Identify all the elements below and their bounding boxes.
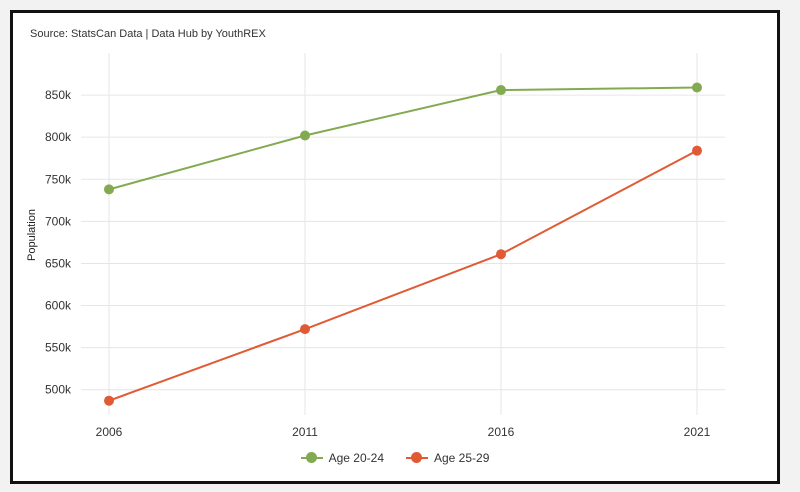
series-line [108,86,698,191]
data-point [692,82,702,93]
legend: Age 20-24 Age 25-29 [13,451,777,465]
grid-lines [81,53,725,415]
data-point [692,145,702,156]
y-tick-label: 550k [45,341,72,355]
data-point [496,249,506,260]
data-point [300,324,310,335]
x-tick-label: 2011 [292,425,318,439]
legend-item[interactable]: Age 25-29 [406,451,489,465]
y-tick-label: 750k [45,172,72,186]
y-tick-label: 700k [45,214,72,228]
line-chart: 500k 550k 600k 650k 700k 750k 800k 850k 2006 201… [26,53,725,439]
x-axis-ticks: 2006 2011 2016 2021 [96,425,711,439]
series-group [104,82,702,406]
y-tick-label: 800k [45,130,72,144]
data-point [104,184,114,195]
y-tick-label: 650k [45,256,72,270]
y-axis-label: Population [26,209,38,261]
legend-item[interactable]: Age 20-24 [300,451,384,465]
y-tick-label: 600k [45,299,72,313]
x-tick-label: 2006 [96,425,123,439]
x-tick-label: 2016 [488,425,515,439]
y-tick-label: 500k [45,383,72,397]
source-note: Source: StatsCan Data | Data Hub by Yout… [30,28,266,40]
data-point [496,85,506,96]
legend-label: Age 20-24 [328,451,384,465]
series-line [108,149,698,402]
data-point [300,130,310,141]
y-axis-ticks: 500k 550k 600k 650k 700k 750k 800k 850k [45,88,72,397]
legend-swatch [300,452,323,464]
data-point [104,395,114,406]
x-tick-label: 2021 [684,425,711,439]
y-tick-label: 850k [45,88,72,102]
legend-swatch [406,452,428,464]
legend-swatch-dot [411,452,422,463]
chart-frame: Source: StatsCan Data | Data Hub by Yout… [10,10,780,484]
legend-swatch-dot [305,452,317,463]
legend-label: Age 25-29 [434,451,490,465]
